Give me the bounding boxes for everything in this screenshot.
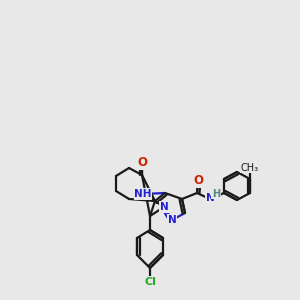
Text: Cl: Cl xyxy=(144,277,156,287)
Text: N: N xyxy=(168,215,176,225)
Text: CH₃: CH₃ xyxy=(241,163,259,173)
Text: N: N xyxy=(206,193,214,203)
Text: O: O xyxy=(193,175,203,188)
Text: N: N xyxy=(160,202,168,212)
Text: O: O xyxy=(137,157,147,169)
Text: H: H xyxy=(212,189,220,199)
Text: NH: NH xyxy=(134,189,152,199)
